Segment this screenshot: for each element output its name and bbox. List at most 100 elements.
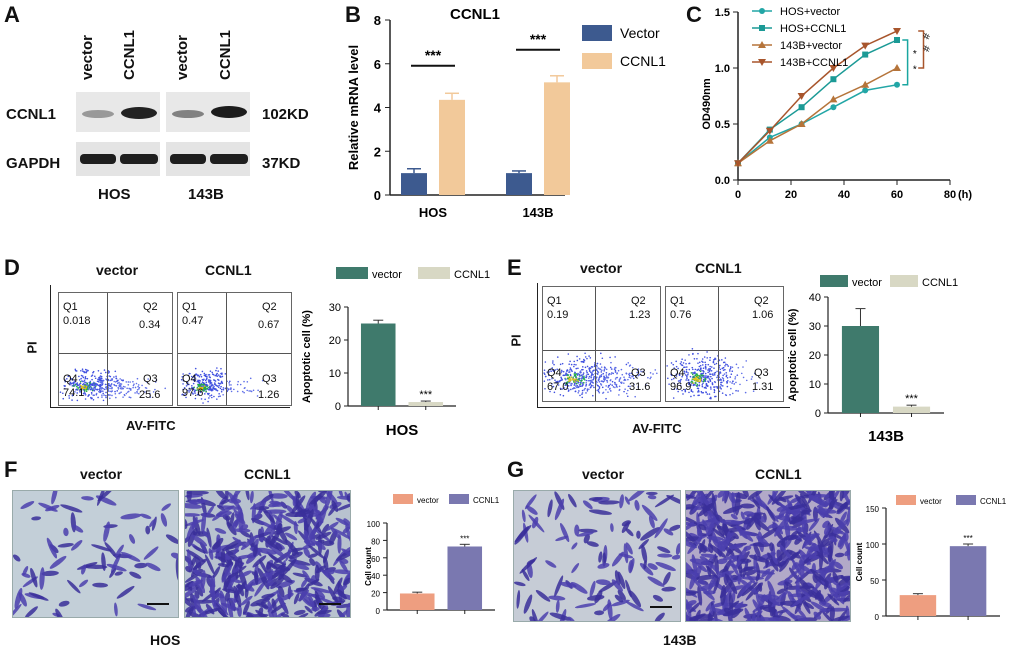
quadrant-value: 31.6	[629, 381, 651, 393]
micrograph-f-ccnl1	[184, 490, 351, 618]
legend-swatch	[582, 53, 612, 69]
lane-label-vector-hos: vector	[79, 34, 96, 80]
quadrant-label: Q3	[631, 367, 646, 379]
transwell-f-vector-title: vector	[80, 466, 123, 482]
bar-ccnl1	[447, 546, 483, 610]
quadrant-label: Q1	[182, 301, 197, 313]
cell-line-hos-label: HOS	[98, 186, 131, 203]
data-point	[861, 80, 870, 88]
y-tick-label: 20	[809, 350, 821, 362]
bar-vector-143b	[506, 173, 532, 195]
legend-label: 143B+CCNL1	[780, 57, 848, 69]
significance-star: *	[913, 64, 917, 75]
x-tick-label: 60	[891, 189, 903, 201]
flow-plot-e-ccnl1: Q1 0.76 Q2 1.06 Q4 96.9 Q3 1.31	[665, 286, 784, 402]
series-line-hos-vector	[737, 84, 898, 164]
data-point	[893, 28, 901, 36]
x-tick-label: 40	[838, 189, 850, 201]
flow-scatter-dots	[543, 352, 658, 400]
y-tick-label: 0.5	[715, 119, 730, 131]
x-axis-label: 143B	[868, 428, 904, 445]
scale-bar	[319, 603, 341, 605]
scale-bar	[147, 603, 169, 605]
x-axis-label: (h)	[958, 189, 972, 201]
stained-cells	[686, 491, 850, 621]
x-axis-label: HOS	[386, 422, 419, 439]
quadrant-value: 0.018	[63, 315, 91, 327]
data-point	[894, 81, 900, 88]
y-tick-label: 0	[376, 607, 381, 616]
significance-star: *	[913, 49, 917, 60]
y-tick-label: 10	[329, 368, 341, 380]
lane-label-ccnl1-hos: CCNL1	[121, 29, 138, 80]
bar-ccnl1-hos	[439, 99, 465, 195]
y-axis-label: Relative mRNA level	[346, 45, 361, 170]
data-point	[861, 42, 870, 50]
legend-swatch	[820, 275, 848, 287]
stained-cells	[13, 491, 178, 617]
quadrant-value: 1.26	[258, 389, 280, 401]
quadrant-label: Q2	[262, 301, 277, 313]
legend-swatch	[956, 495, 976, 505]
transwell-g-vector-title: vector	[582, 466, 625, 482]
data-point	[893, 64, 901, 71]
quadrant-value: 0.34	[139, 319, 161, 331]
y-tick-label: 1.5	[715, 7, 730, 19]
legend-label: Vector	[620, 25, 660, 41]
micrograph-g-vector	[513, 490, 681, 622]
data-point	[894, 37, 900, 43]
size-label-102kd: 102KD	[262, 106, 309, 123]
legend-swatch	[582, 25, 612, 41]
x-tick-label: HOS	[419, 205, 448, 220]
panel-letter-e: E	[507, 255, 522, 280]
data-point	[862, 51, 869, 58]
flow-e-y-axis	[537, 283, 538, 407]
legend-label: HOS+vector	[780, 6, 841, 18]
flow-d-ccnl1-title: CCNL1	[205, 262, 252, 278]
legend-label: vector	[852, 277, 882, 289]
legend-label: CCNL1	[620, 53, 666, 69]
bar-vector	[360, 323, 396, 406]
transwell-g-ccnl1-title: CCNL1	[755, 466, 802, 482]
y-tick-label: 40	[371, 572, 380, 581]
significance-stars: ***	[530, 31, 547, 47]
stained-cells	[185, 491, 350, 617]
panel-letter-g: G	[507, 457, 525, 482]
bar-ccnl1-143b	[544, 82, 570, 195]
band-hos-vector-ccnl1	[82, 110, 114, 118]
data-point	[797, 93, 806, 100]
quadrant-value: 96.9	[670, 381, 692, 393]
chart-f-cell-count: 0 20 40 60 80 100 Cell count vector *** CCNL1	[364, 494, 500, 616]
y-tick-label: 0	[374, 188, 381, 203]
quadrant-value: 25.6	[139, 389, 161, 401]
quadrant-label: Q4	[182, 373, 197, 385]
y-tick-label: 0.0	[715, 175, 730, 187]
y-tick-label: 0	[875, 613, 880, 622]
y-tick-label: 6	[374, 57, 381, 72]
panel-letter-b: B	[345, 2, 361, 27]
y-tick-label: 2	[374, 144, 381, 159]
bar-ccnl1	[892, 406, 931, 413]
quadrant-value: 1.23	[629, 309, 651, 321]
legend-swatch	[336, 267, 368, 279]
legend-swatch	[896, 495, 916, 505]
quadrant-label: Q2	[143, 301, 158, 313]
significance-stars: ***	[963, 534, 972, 543]
panel-letter-f: F	[4, 457, 18, 482]
y-tick-label: 10	[809, 379, 821, 391]
quadrant-value: 1.31	[752, 381, 774, 393]
band-143b-vector-gapdh	[170, 154, 206, 164]
quadrant-label: Q3	[143, 373, 158, 385]
y-axis-label: Cell count	[364, 547, 373, 586]
flow-e-x-axis	[537, 407, 790, 408]
legend-swatch	[393, 494, 413, 504]
significance-hash: #	[921, 44, 933, 53]
flow-plot-e-vector: Q1 0.19 Q2 1.23 Q4 67.0 Q3 31.6	[542, 286, 661, 402]
protein-label-gapdh: GAPDH	[6, 155, 61, 172]
transwell-f-ccnl1-title: CCNL1	[244, 466, 291, 482]
significance-stars: ***	[460, 534, 469, 543]
micrograph-f-vector	[12, 490, 179, 618]
bar-ccnl1	[408, 402, 444, 406]
data-point	[830, 76, 837, 83]
transwell-g-cell-line: 143B	[663, 632, 697, 648]
